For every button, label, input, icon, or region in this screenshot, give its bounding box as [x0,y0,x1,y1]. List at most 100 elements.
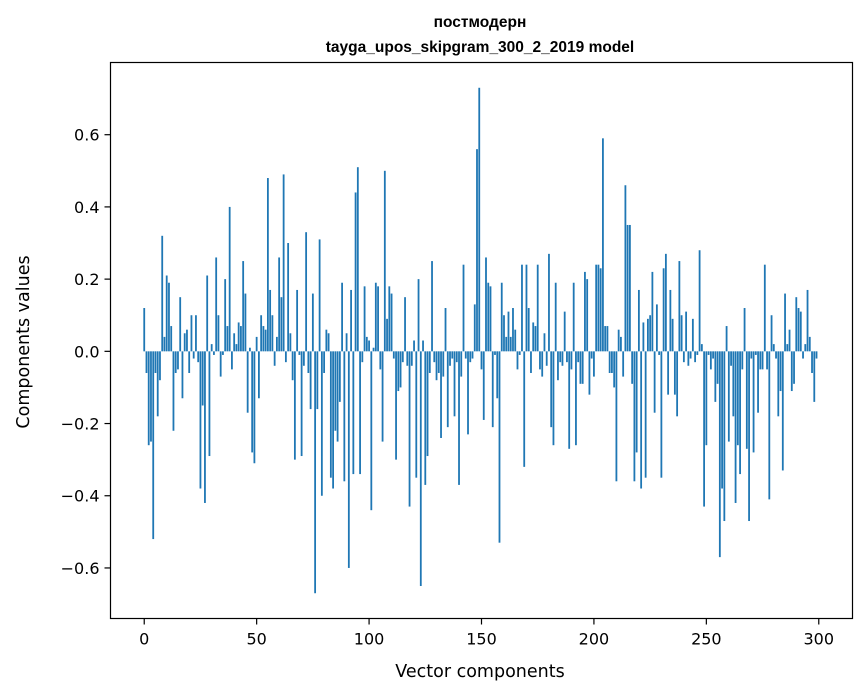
bar [615,351,618,482]
bar [309,351,312,410]
bar [494,351,496,355]
bar [426,351,429,457]
bar [629,224,631,352]
bar [201,351,204,406]
bar [777,351,780,417]
y-tick-label: 0.6 [74,126,99,145]
x-tick-label: 100 [354,630,385,649]
bar-series [143,87,818,594]
bar [199,351,202,489]
bar [604,326,607,352]
bar [658,351,661,355]
bar [190,315,193,352]
x-tick-label: 200 [579,630,610,649]
bar [415,351,418,478]
bar [700,344,703,352]
bar [527,308,530,352]
x-tick-label: 150 [466,630,497,649]
bar [727,351,730,442]
bar [781,351,784,471]
bar [606,326,609,352]
bar [258,351,260,399]
bar [487,282,490,352]
bar [561,351,564,366]
bar [815,351,818,359]
bar [691,318,694,352]
bar [320,351,323,496]
bar [262,326,265,352]
bar [170,326,173,352]
bar [633,351,636,482]
bar [703,351,705,507]
bar [210,344,213,352]
bar [379,351,382,370]
bar [188,351,191,373]
bar [766,351,768,370]
bar [224,279,227,352]
bar [523,351,526,467]
bar [282,174,285,352]
bar [410,351,413,366]
bar [437,351,440,373]
bar [361,351,364,363]
bar [381,351,384,442]
bar [775,351,777,359]
y-tick-label: 0.2 [74,270,99,289]
bar [386,318,388,352]
bar [797,308,800,352]
bar [640,351,643,489]
bar [496,351,499,399]
bar [197,351,200,363]
bar [745,351,748,449]
x-tick-label: 0 [139,630,149,649]
x-tick-label: 300 [803,630,834,649]
bar [521,264,523,352]
bar [750,351,753,359]
bar [451,351,454,359]
bar [626,224,629,352]
bar [480,351,483,370]
bar [611,351,613,373]
bar [150,351,152,442]
bar [406,351,409,366]
bar [550,351,553,428]
bar [505,336,508,352]
bar [736,351,739,446]
bar [516,351,519,370]
bar [752,351,755,453]
bar [548,253,550,352]
bar [302,351,305,366]
bar [287,243,290,352]
bar [271,315,274,352]
bar [575,351,577,446]
bar [467,351,469,435]
bar [404,297,406,352]
y-tick-label: 0.0 [74,342,99,361]
bar [298,351,301,355]
bar [152,351,155,540]
bar [763,264,766,352]
bar [183,333,186,352]
bar [433,351,436,363]
bar [685,311,688,352]
bar [311,293,314,352]
bar [208,351,211,457]
bar [278,257,281,352]
bar [536,264,539,352]
bar [318,239,321,352]
bar [602,138,604,352]
bar [476,149,478,352]
bar [226,326,229,352]
bar [534,326,537,352]
bar [305,232,308,352]
bar [806,289,809,352]
bar [563,311,566,352]
bar [673,351,676,395]
bar [554,282,557,352]
y-tick-label: −0.4 [61,487,100,506]
bar [179,297,182,352]
x-tick-label: 50 [246,630,266,649]
bar [590,351,593,359]
bar [242,261,245,352]
bar [811,351,813,373]
